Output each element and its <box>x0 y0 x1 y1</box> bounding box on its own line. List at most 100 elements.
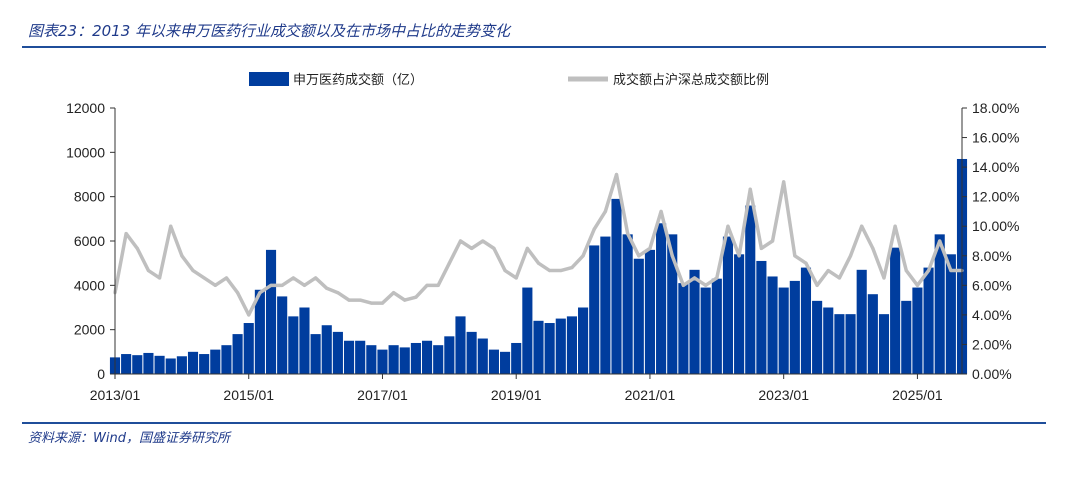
ratio-point <box>347 298 351 302</box>
x-tick-label: 2015/01 <box>223 387 274 403</box>
ratio-point <box>737 254 741 258</box>
volume-bar <box>299 307 310 374</box>
ratio-point <box>470 246 474 250</box>
volume-bar <box>622 234 633 374</box>
volume-bar <box>210 349 221 374</box>
volume-bar <box>321 325 332 374</box>
volume-bar <box>767 276 778 374</box>
volume-bar <box>500 351 511 374</box>
ratio-point <box>403 298 407 302</box>
ratio-point <box>770 239 775 243</box>
volume-bar <box>890 247 901 374</box>
legend-line-label: 成交额占沪深总成交额比例 <box>613 72 769 87</box>
volume-bar <box>578 307 589 374</box>
volume-bar <box>154 355 165 374</box>
ratio-point <box>146 268 151 273</box>
ratio-point <box>458 239 463 243</box>
y2-tick-label: 16.00% <box>972 130 1019 146</box>
volume-bar <box>901 300 912 374</box>
ratio-point <box>759 246 763 250</box>
ratio-point <box>726 224 730 228</box>
volume-bar <box>143 352 154 374</box>
bar-series <box>109 158 968 375</box>
ratio-point <box>871 246 875 250</box>
ratio-point <box>525 246 529 250</box>
volume-bar <box>355 340 366 374</box>
y-tick-label: 0 <box>97 366 105 382</box>
volume-bar <box>399 347 410 374</box>
volume-bar <box>410 342 421 374</box>
ratio-point <box>392 291 396 295</box>
volume-bar <box>667 234 678 374</box>
y-tick-label: 10000 <box>66 144 105 160</box>
volume-bar <box>488 349 499 374</box>
ratio-point <box>380 301 385 305</box>
ratio-point <box>938 239 942 243</box>
ratio-point <box>826 268 830 273</box>
volume-bar <box>421 340 433 374</box>
volume-bar <box>589 245 600 374</box>
volume-bar <box>466 331 477 374</box>
ratio-point <box>169 224 173 228</box>
ratio-point <box>135 246 139 250</box>
x-tick-label: 2023/01 <box>758 387 809 403</box>
y2-tick-label: 14.00% <box>972 159 1019 175</box>
ratio-point <box>882 276 886 280</box>
volume-bar <box>366 345 377 374</box>
y2-tick-label: 18.00% <box>972 100 1019 116</box>
ratio-point <box>782 180 786 184</box>
volume-bar <box>288 316 299 374</box>
ratio-point <box>614 172 619 177</box>
volume-bar <box>388 345 399 374</box>
ratio-point <box>581 254 585 258</box>
y-tick-label: 6000 <box>74 233 105 249</box>
y2-tick-label: 4.00% <box>972 307 1012 323</box>
volume-bar <box>756 260 767 374</box>
volume-bar <box>555 318 566 374</box>
ratio-point <box>447 261 451 265</box>
ratio-point <box>425 283 429 287</box>
volume-bar <box>121 354 132 374</box>
volume-bar <box>644 249 656 374</box>
title-rule <box>22 46 1046 48</box>
ratio-point <box>280 283 284 287</box>
x-tick-label: 2025/01 <box>892 387 943 403</box>
volume-bar <box>232 334 243 374</box>
x-tick-label: 2021/01 <box>625 387 676 403</box>
y2-tick-label: 12.00% <box>972 189 1019 205</box>
y2-tick-label: 10.00% <box>972 218 1019 234</box>
figure-title: 图表23：2013 年以来申万医药行业成交额以及在市场中占比的走势变化 <box>28 22 511 40</box>
volume-bar <box>611 198 622 374</box>
ratio-point <box>369 301 373 305</box>
ratio-point <box>793 254 797 258</box>
volume-bar <box>934 234 945 374</box>
volume-bar <box>221 345 232 374</box>
ratio-point <box>258 291 262 295</box>
ratio-point <box>358 298 362 302</box>
source-note: 资料来源：Wind，国盛证券研究所 <box>28 431 230 446</box>
volume-bar <box>132 355 143 374</box>
volume-bar <box>722 236 734 374</box>
volume-bar <box>678 283 689 374</box>
y2-tick-label: 6.00% <box>972 277 1012 293</box>
ratio-point <box>414 295 418 299</box>
y2-tick-label: 0.00% <box>972 366 1012 382</box>
volume-bar <box>856 269 867 374</box>
ratio-point <box>648 246 652 250</box>
volume-bar <box>265 249 277 374</box>
ratio-point <box>302 283 307 287</box>
volume-bar <box>689 269 700 374</box>
volume-bar <box>254 289 265 374</box>
volume-bar <box>823 307 834 374</box>
y-tick-label: 8000 <box>74 189 105 205</box>
ratio-point <box>224 276 229 280</box>
volume-bar <box>734 254 745 374</box>
volume-bar <box>533 320 544 374</box>
y2-tick-label: 2.00% <box>972 336 1012 352</box>
ratio-point <box>202 276 206 280</box>
ratio-point <box>592 227 596 231</box>
y-tick-label: 4000 <box>74 277 105 293</box>
chart-legend: 申万医药成交额（亿） 成交额占沪深总成交额比例 <box>249 72 769 87</box>
ratio-point <box>503 268 507 273</box>
ratio-point <box>291 276 295 280</box>
